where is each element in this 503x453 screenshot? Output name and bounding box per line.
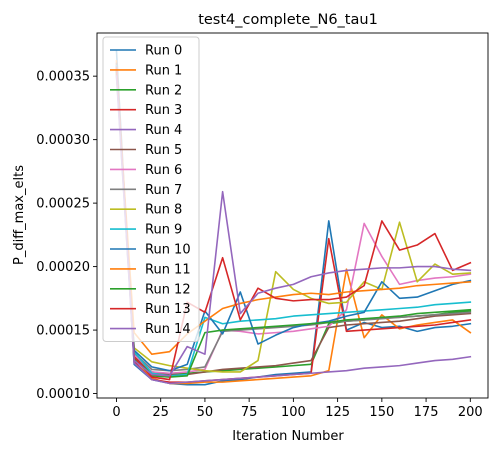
x-tick-label: 50 [197,405,214,420]
y-tick-label: 0.00020 [36,260,90,275]
series-line-run-14 [115,75,472,377]
series-line-run-5 [115,62,472,376]
legend-label: Run 8 [145,203,182,218]
legend-label: Run 6 [145,163,182,178]
y-tick-label: 0.00035 [36,70,90,85]
series-line-run-6 [115,66,472,375]
legend: Run 0 Run 1 Run 2 Run 3 Run 4 Run 5 Run 6 Run 7… [102,36,200,342]
legend-label: Run 12 [145,282,191,297]
legend-box [102,36,200,342]
legend-label: Run 2 [145,83,182,98]
x-tick-label: 150 [369,405,394,420]
legend-label: Run 0 [145,44,182,59]
x-tick-label: 100 [281,405,306,420]
legend-label: Run 4 [145,123,182,138]
x-tick-label: 0 [112,405,120,420]
plot-frame [96,32,489,399]
legend-label: Run 13 [145,302,191,317]
legend-label: Run 3 [145,103,182,118]
x-tick-label: 175 [414,405,439,420]
x-tick-label: 125 [325,405,350,420]
y-tick-label: 0.00015 [36,324,90,339]
legend-label: Run 7 [145,183,182,198]
y-axis-title: P_diff_max_elts [12,165,27,265]
x-axis-title: Iteration Number [232,429,344,444]
legend-label: Run 5 [145,143,182,158]
legend-label: Run 14 [145,322,191,337]
series-line-run-10 [115,70,472,372]
y-tick-label: 0.00025 [36,197,90,212]
series-line-run-13 [115,66,472,381]
legend-label: Run 1 [145,63,182,78]
x-tick-label: 25 [152,405,169,420]
x-tick-label: 75 [241,405,258,420]
legend-label: Run 10 [145,243,191,258]
legend-label: Run 11 [145,262,191,277]
x-tick-label: 200 [458,405,483,420]
y-tick-label: 0.00030 [36,133,90,148]
series-line-run-11 [115,72,472,356]
series-line-run-12 [115,70,472,378]
legend-label: Run 9 [145,223,182,238]
series-line-run-7 [115,67,472,372]
y-tick-label: 0.00010 [36,387,90,402]
chart-title: test4_complete_N6_tau1 [198,12,378,28]
series-line-run-9 [115,65,472,377]
series-line-run-4 [115,71,472,385]
